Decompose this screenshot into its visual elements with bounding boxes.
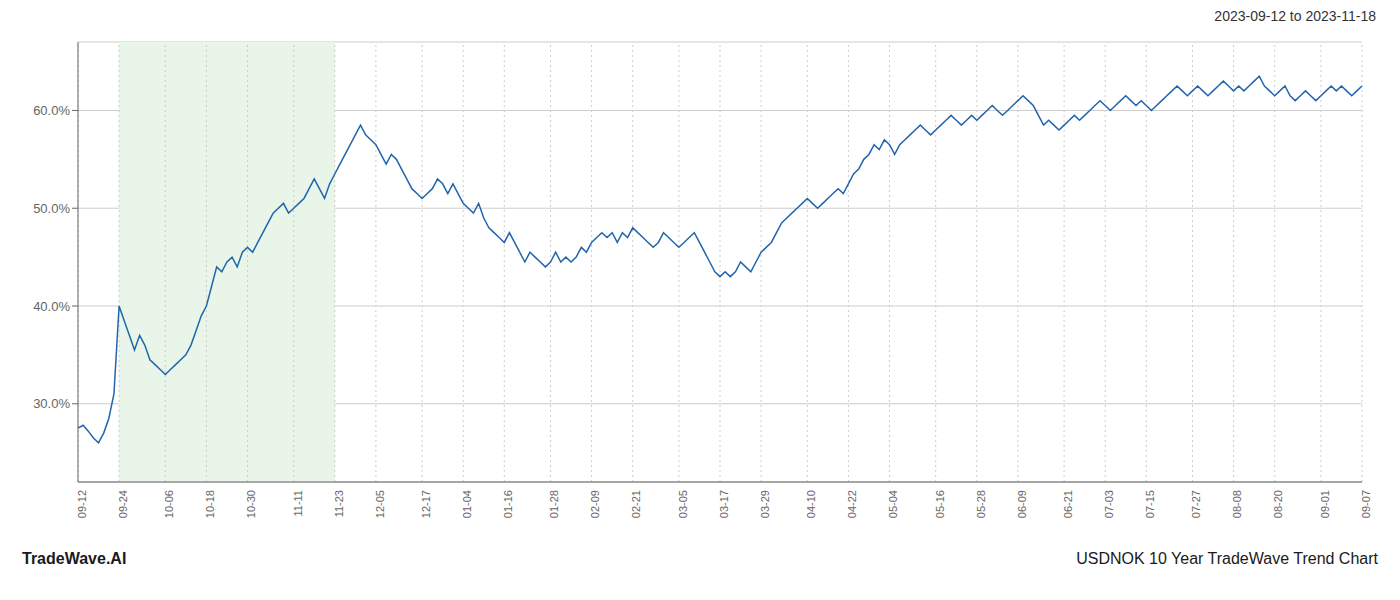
svg-text:03-05: 03-05	[677, 490, 689, 518]
svg-text:10-30: 10-30	[245, 490, 257, 518]
svg-text:09-24: 09-24	[117, 490, 129, 518]
svg-text:05-04: 05-04	[887, 490, 899, 518]
svg-text:06-21: 06-21	[1062, 490, 1074, 518]
svg-text:12-17: 12-17	[420, 490, 432, 518]
svg-text:60.0%: 60.0%	[33, 103, 70, 118]
svg-text:40.0%: 40.0%	[33, 299, 70, 314]
svg-text:08-08: 08-08	[1231, 490, 1243, 518]
svg-text:05-28: 05-28	[975, 490, 987, 518]
html-text:USDNOK 10 Year TradeWave Trend: USDNOK 10 Year TradeWave Trend Chart	[1076, 550, 1378, 567]
svg-text:04-22: 04-22	[846, 490, 858, 518]
svg-text:12-05: 12-05	[374, 490, 386, 518]
svg-text:03-29: 03-29	[759, 490, 771, 518]
svg-text:08-20: 08-20	[1272, 490, 1284, 518]
svg-text:02-09: 02-09	[589, 490, 601, 518]
svg-text:11-11: 11-11	[292, 490, 304, 517]
svg-text:01-16: 01-16	[502, 490, 514, 518]
svg-text:07-03: 07-03	[1103, 490, 1115, 518]
svg-text:02-21: 02-21	[630, 490, 642, 518]
html-text:TradeWave.AI: TradeWave.AI	[22, 550, 127, 567]
svg-text:07-15: 07-15	[1144, 490, 1156, 518]
svg-text:03-17: 03-17	[718, 490, 730, 518]
svg-text:11-23: 11-23	[333, 490, 345, 517]
svg-text:10-06: 10-06	[163, 490, 175, 518]
svg-text:09-07: 09-07	[1360, 490, 1372, 518]
svg-text:01-04: 01-04	[461, 490, 473, 518]
svg-text:10-18: 10-18	[204, 490, 216, 518]
html-text:2023-09-12 to 2023-11-18: 2023-09-12 to 2023-11-18	[1214, 8, 1376, 24]
svg-text:06-09: 06-09	[1016, 490, 1028, 518]
svg-text:09-12: 09-12	[76, 490, 88, 518]
svg-text:09-01: 09-01	[1319, 490, 1331, 518]
svg-text:07-27: 07-27	[1190, 490, 1202, 518]
svg-text:30.0%: 30.0%	[33, 396, 70, 411]
svg-text:50.0%: 50.0%	[33, 201, 70, 216]
svg-text:01-28: 01-28	[548, 490, 560, 518]
svg-text:05-16: 05-16	[934, 490, 946, 518]
svg-text:04-10: 04-10	[805, 490, 817, 518]
